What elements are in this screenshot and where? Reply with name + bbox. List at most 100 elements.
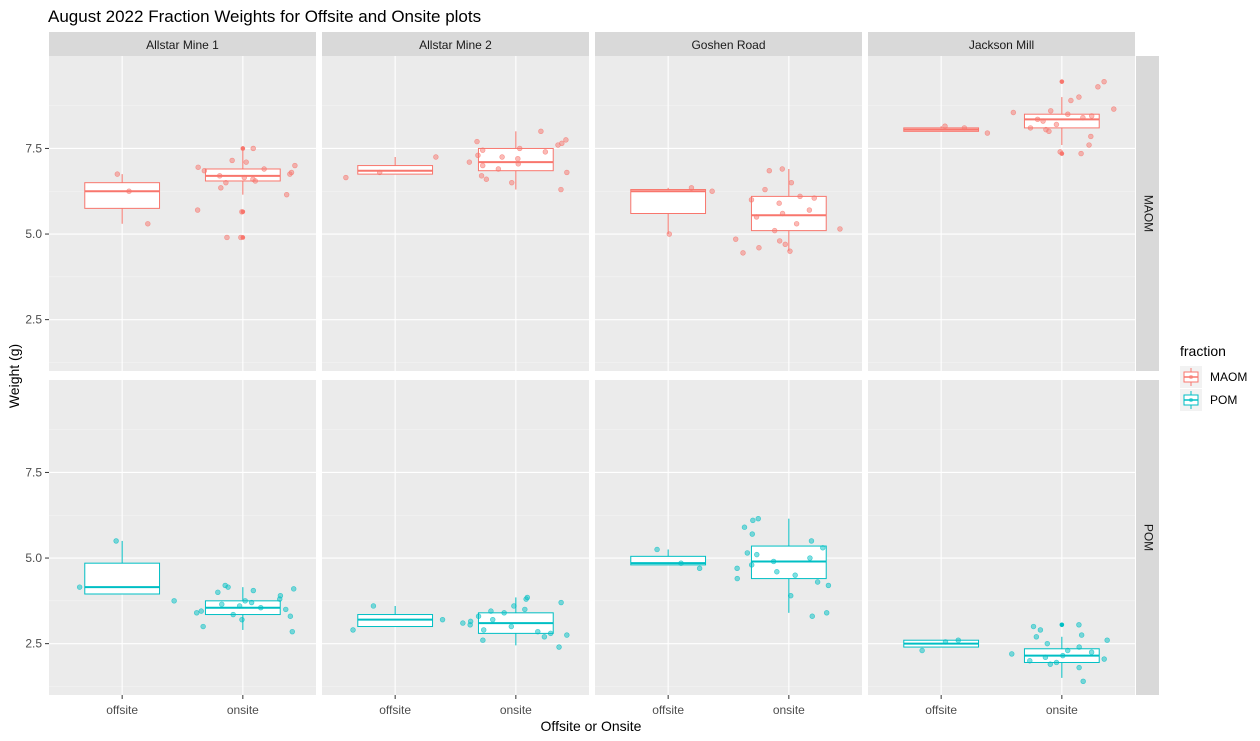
data-point	[193, 610, 200, 616]
data-point	[961, 125, 968, 131]
boxplot-offsite	[84, 171, 161, 227]
data-point	[807, 555, 813, 561]
data-point	[541, 634, 548, 640]
data-point	[76, 584, 83, 590]
boxplot-offsite	[903, 637, 980, 654]
data-point	[277, 593, 284, 599]
data-point	[287, 613, 294, 619]
legend: fraction MAOM POM	[1180, 343, 1247, 411]
data-point	[236, 603, 243, 609]
column-strip-label: Goshen Road	[691, 38, 765, 52]
data-point	[755, 515, 761, 522]
y-tick-label: 5.0	[25, 227, 42, 241]
data-point	[1027, 125, 1034, 131]
outlier-point	[1059, 622, 1065, 628]
legend-key-point	[1189, 398, 1193, 402]
data-point	[740, 250, 746, 256]
data-point	[734, 575, 740, 582]
y-tick-label: 5.0	[25, 551, 42, 565]
column-strip-label: Jackson Mill	[969, 38, 1034, 52]
data-point	[283, 606, 289, 613]
x-tick-label: onsite	[773, 703, 805, 717]
data-point	[1080, 678, 1086, 685]
box-iqr	[630, 555, 707, 566]
data-point	[488, 608, 494, 614]
column-strip-label: Allstar Mine 2	[419, 38, 492, 52]
data-point	[1076, 644, 1082, 650]
data-point	[814, 579, 821, 585]
data-point	[1068, 97, 1074, 104]
data-point	[1009, 651, 1015, 657]
data-point	[547, 630, 554, 637]
legend-label: MAOM	[1210, 370, 1247, 384]
data-point	[666, 231, 673, 237]
column-strip	[868, 32, 1135, 56]
data-point	[239, 616, 245, 623]
data-point	[248, 599, 255, 606]
data-point	[1033, 634, 1040, 640]
chart-title: August 2022 Fraction Weights for Offsite…	[48, 7, 481, 26]
data-point	[241, 174, 247, 181]
data-point	[475, 152, 481, 158]
box-iqr	[630, 189, 707, 214]
data-point	[563, 137, 569, 143]
data-point	[217, 173, 223, 179]
data-point	[1080, 114, 1086, 121]
boxplot-onsite	[194, 145, 298, 241]
data-point	[696, 565, 703, 572]
data-point	[1104, 637, 1110, 643]
data-point	[788, 593, 794, 599]
x-tick-label: onsite	[1046, 703, 1078, 717]
data-point	[198, 608, 204, 614]
data-point	[223, 179, 229, 186]
data-point	[258, 604, 264, 611]
data-point	[288, 169, 295, 176]
data-point	[1078, 150, 1084, 157]
boxplot-onsite	[460, 594, 570, 650]
data-point	[809, 613, 815, 619]
data-point	[808, 538, 815, 544]
x-tick-label: offsite	[379, 703, 411, 717]
data-point	[811, 195, 817, 201]
data-point	[919, 647, 925, 654]
data-point	[1086, 142, 1092, 148]
data-point	[1030, 623, 1037, 630]
data-point	[250, 145, 256, 152]
data-point	[474, 138, 480, 145]
data-point	[511, 603, 517, 609]
data-point	[515, 156, 521, 162]
data-point	[478, 173, 485, 179]
data-point	[250, 587, 257, 594]
box-iqr	[750, 195, 827, 232]
boxplot-offsite	[630, 546, 707, 572]
data-point	[792, 572, 798, 578]
data-point	[748, 562, 755, 568]
data-point	[239, 209, 245, 215]
boxplot-onsite	[466, 128, 570, 193]
data-point	[558, 599, 564, 606]
data-point	[1060, 652, 1066, 659]
boxplot-onsite	[1009, 622, 1110, 685]
data-point	[984, 130, 991, 136]
data-point	[460, 620, 466, 626]
boxplot-offsite	[903, 123, 991, 136]
x-tick-label: offsite	[106, 703, 138, 717]
data-point	[782, 241, 788, 248]
data-point	[734, 565, 740, 572]
data-point	[733, 236, 739, 242]
data-point	[1088, 649, 1095, 655]
data-point	[517, 145, 523, 152]
y-tick-label: 2.5	[25, 313, 42, 327]
data-point	[678, 560, 684, 566]
data-point	[535, 628, 541, 635]
boxplot-onsite	[193, 582, 297, 635]
x-tick-label: offsite	[925, 703, 957, 717]
data-point	[261, 166, 267, 172]
data-point	[558, 186, 564, 193]
panel-background	[49, 380, 316, 695]
data-point	[1043, 126, 1049, 133]
data-point	[1089, 113, 1095, 119]
data-point	[1076, 664, 1082, 671]
data-point	[475, 613, 482, 619]
data-point	[466, 159, 473, 165]
